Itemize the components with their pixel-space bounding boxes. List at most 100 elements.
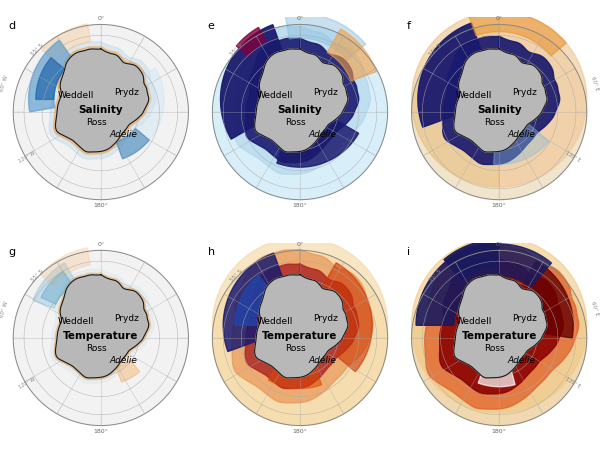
Text: Adélie: Adélie: [109, 130, 137, 139]
Polygon shape: [412, 12, 499, 187]
Text: Prydz: Prydz: [313, 314, 338, 323]
Text: 180°: 180°: [492, 203, 506, 208]
Circle shape: [13, 250, 188, 426]
Polygon shape: [29, 40, 74, 112]
Polygon shape: [33, 263, 76, 308]
Text: Salinity: Salinity: [477, 105, 521, 115]
Text: Adélie: Adélie: [508, 130, 536, 139]
Circle shape: [212, 24, 388, 200]
Text: Ross: Ross: [484, 118, 505, 127]
Polygon shape: [425, 243, 578, 409]
Text: Prydz: Prydz: [113, 88, 139, 97]
Polygon shape: [55, 49, 149, 152]
Polygon shape: [285, 14, 366, 60]
Text: 60° E: 60° E: [590, 301, 600, 317]
Polygon shape: [454, 49, 547, 152]
Text: Ross: Ross: [484, 344, 505, 353]
Text: Salinity: Salinity: [79, 105, 123, 115]
Text: 180°: 180°: [94, 429, 108, 434]
Text: 0°: 0°: [97, 16, 104, 21]
Polygon shape: [212, 238, 388, 413]
Text: 0°: 0°: [496, 16, 503, 21]
Polygon shape: [416, 242, 499, 325]
Text: h: h: [208, 247, 215, 256]
Text: 55° S: 55° S: [428, 269, 442, 283]
Text: Adélie: Adélie: [508, 356, 536, 365]
Polygon shape: [49, 41, 156, 159]
Polygon shape: [268, 358, 322, 388]
Polygon shape: [254, 274, 348, 378]
Text: Weddell: Weddell: [257, 317, 293, 326]
Text: Adélie: Adélie: [308, 130, 337, 139]
Polygon shape: [232, 249, 373, 403]
Text: Weddell: Weddell: [257, 91, 293, 100]
Polygon shape: [523, 261, 573, 338]
Text: Prydz: Prydz: [313, 88, 338, 97]
Polygon shape: [444, 239, 499, 280]
Text: 0°: 0°: [97, 242, 104, 247]
Polygon shape: [327, 29, 376, 81]
Polygon shape: [36, 58, 65, 99]
Text: Ross: Ross: [86, 344, 107, 353]
Text: Adélie: Adélie: [308, 356, 337, 365]
Text: 0°: 0°: [296, 242, 304, 247]
Text: Ross: Ross: [86, 118, 107, 127]
Text: Adélie: Adélie: [109, 356, 137, 365]
Text: e: e: [208, 21, 215, 31]
Text: 60° W: 60° W: [0, 300, 10, 318]
Circle shape: [412, 24, 587, 200]
Polygon shape: [116, 128, 149, 159]
Text: Ross: Ross: [285, 344, 306, 353]
Circle shape: [212, 250, 388, 426]
Text: 0°: 0°: [296, 16, 304, 21]
Text: Ross: Ross: [285, 118, 306, 127]
Polygon shape: [55, 274, 149, 378]
Text: Salinity: Salinity: [278, 105, 322, 115]
Text: d: d: [9, 21, 16, 31]
Polygon shape: [245, 38, 359, 163]
Text: Prydz: Prydz: [512, 314, 537, 323]
Text: i: i: [407, 247, 410, 256]
Text: 55° S: 55° S: [30, 269, 44, 283]
Text: 55° S: 55° S: [229, 43, 243, 57]
Polygon shape: [418, 23, 485, 127]
Polygon shape: [41, 271, 73, 304]
Text: 180°: 180°: [94, 203, 108, 208]
Text: 60° E: 60° E: [590, 75, 600, 91]
Text: Weddell: Weddell: [58, 317, 94, 326]
Polygon shape: [54, 273, 151, 380]
Polygon shape: [235, 26, 370, 174]
Polygon shape: [440, 258, 563, 394]
Polygon shape: [53, 47, 151, 154]
Text: Temperature: Temperature: [63, 331, 139, 341]
Polygon shape: [323, 263, 372, 372]
Text: Weddell: Weddell: [455, 317, 492, 326]
Text: 60° W: 60° W: [0, 74, 10, 92]
Polygon shape: [236, 27, 266, 56]
Text: Temperature: Temperature: [262, 331, 338, 341]
Polygon shape: [412, 238, 587, 413]
Circle shape: [13, 24, 188, 200]
Polygon shape: [116, 360, 140, 382]
Text: 120° E: 120° E: [564, 377, 581, 389]
Text: 120° W: 120° W: [17, 376, 36, 390]
Polygon shape: [454, 274, 547, 378]
Text: Temperature: Temperature: [461, 331, 537, 341]
Text: 180°: 180°: [293, 203, 307, 208]
Polygon shape: [499, 12, 587, 187]
Polygon shape: [138, 68, 164, 140]
Polygon shape: [245, 264, 359, 388]
Text: g: g: [9, 247, 16, 256]
Polygon shape: [41, 248, 90, 286]
Text: 120° E: 120° E: [564, 151, 581, 163]
Polygon shape: [499, 244, 551, 287]
Polygon shape: [478, 361, 515, 387]
Polygon shape: [223, 253, 285, 351]
Text: 180°: 180°: [293, 429, 307, 434]
Polygon shape: [235, 275, 272, 325]
Text: Weddell: Weddell: [58, 91, 94, 100]
Polygon shape: [42, 24, 91, 62]
Polygon shape: [469, 12, 566, 56]
Polygon shape: [221, 25, 285, 139]
Text: Prydz: Prydz: [113, 314, 139, 323]
